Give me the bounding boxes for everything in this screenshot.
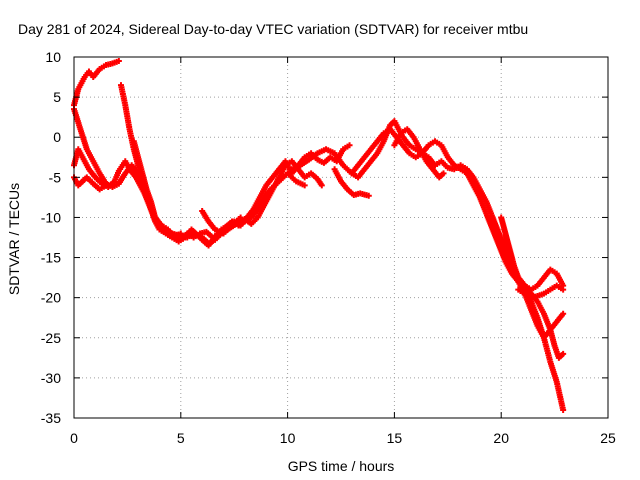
data-point: [560, 310, 567, 317]
y-tick-label: -10: [41, 209, 61, 225]
series-track-7: [199, 208, 244, 237]
series-track-14: [515, 282, 567, 301]
chart-title: Day 281 of 2024, Sidereal Day-to-day VTE…: [18, 21, 528, 37]
data-point: [560, 350, 567, 357]
x-tick-label: 10: [280, 430, 296, 446]
axis-ticks: 0 5 10 15 20 25 -35 -30 -25 -20 -15 -10 -5 0 5 10: [41, 49, 616, 446]
series-track-10: [348, 126, 567, 413]
y-tick-label: 5: [53, 89, 61, 105]
y-tick-label: -20: [41, 290, 61, 306]
x-tick-label: 15: [387, 430, 403, 446]
x-axis-label: GPS time / hours: [288, 458, 395, 474]
x-tick-label: 20: [493, 430, 509, 446]
data-point: [318, 182, 325, 189]
y-tick-label: -15: [41, 250, 61, 266]
y-tick-label: -35: [41, 410, 61, 426]
x-tick-label: 5: [177, 430, 185, 446]
y-tick-label: -25: [41, 330, 61, 346]
y-tick-label: 10: [45, 49, 61, 65]
y-tick-label: -30: [41, 370, 61, 386]
y-axis-label: SDTVAR / TECUs: [6, 183, 22, 295]
x-tick-label: 25: [600, 430, 616, 446]
data-point: [560, 406, 567, 413]
series-track-4: [71, 174, 110, 193]
plot-frame: [73, 56, 609, 419]
data-point: [301, 182, 308, 189]
series-track-13: [498, 214, 567, 293]
series-track-1: [71, 58, 122, 109]
y-tick-label: -5: [49, 169, 62, 185]
series-track-11: [391, 126, 447, 181]
series-track-9: [331, 166, 372, 199]
x-tick-label: 0: [70, 430, 78, 446]
data-point: [237, 214, 244, 221]
data-point: [103, 182, 110, 189]
grid-lines: [74, 57, 608, 418]
data-point: [115, 58, 122, 65]
data-point: [560, 286, 567, 293]
data-point: [346, 142, 353, 149]
data-point: [365, 192, 372, 199]
series-track-6: [130, 138, 184, 241]
y-tick-label: 0: [53, 129, 61, 145]
data-point: [440, 170, 447, 177]
data-point: [177, 230, 184, 237]
data-markers: [71, 58, 567, 413]
